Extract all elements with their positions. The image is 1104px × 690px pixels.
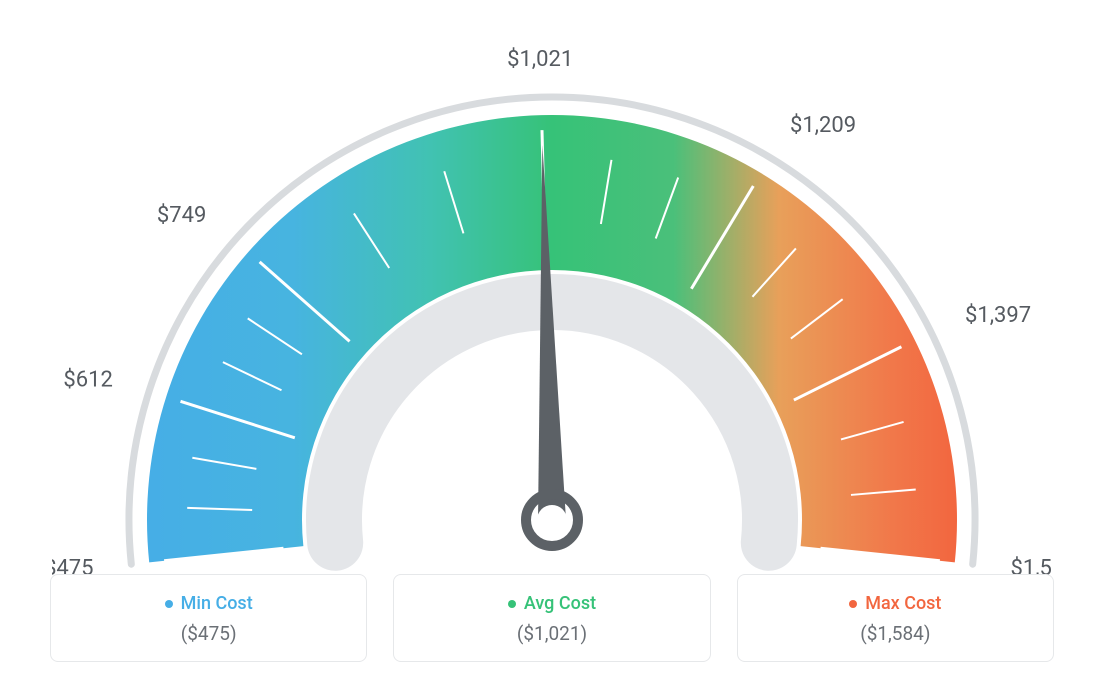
avg-cost-card: Avg Cost ($1,021) bbox=[393, 574, 710, 662]
gauge-tick-label: $1,397 bbox=[965, 303, 1031, 328]
avg-cost-value: ($1,021) bbox=[404, 622, 699, 645]
max-cost-label: Max Cost bbox=[865, 593, 941, 614]
min-cost-label: Min Cost bbox=[181, 593, 253, 614]
avg-dot-icon bbox=[508, 600, 516, 608]
min-cost-card: Min Cost ($475) bbox=[50, 574, 367, 662]
min-dot-icon bbox=[165, 600, 173, 608]
gauge-tick-label: $749 bbox=[157, 203, 206, 228]
avg-cost-label: Avg Cost bbox=[524, 593, 596, 614]
max-cost-value: ($1,584) bbox=[748, 622, 1043, 645]
gauge-tick-label: $612 bbox=[63, 368, 112, 393]
gauge-tick-label: $1,021 bbox=[507, 47, 573, 72]
summary-cards: Min Cost ($475) Avg Cost ($1,021) Max Co… bbox=[50, 574, 1054, 662]
min-cost-label-row: Min Cost bbox=[61, 593, 356, 614]
gauge-chart: $475$612$749$1,021$1,209$1,397$1,584 bbox=[0, 0, 1104, 560]
min-cost-value: ($475) bbox=[61, 622, 356, 645]
max-cost-card: Max Cost ($1,584) bbox=[737, 574, 1054, 662]
avg-cost-label-row: Avg Cost bbox=[404, 593, 699, 614]
max-dot-icon bbox=[849, 600, 857, 608]
gauge-svg: $475$612$749$1,021$1,209$1,397$1,584 bbox=[52, 40, 1052, 580]
gauge-tick-label: $1,209 bbox=[790, 113, 856, 138]
max-cost-label-row: Max Cost bbox=[748, 593, 1043, 614]
